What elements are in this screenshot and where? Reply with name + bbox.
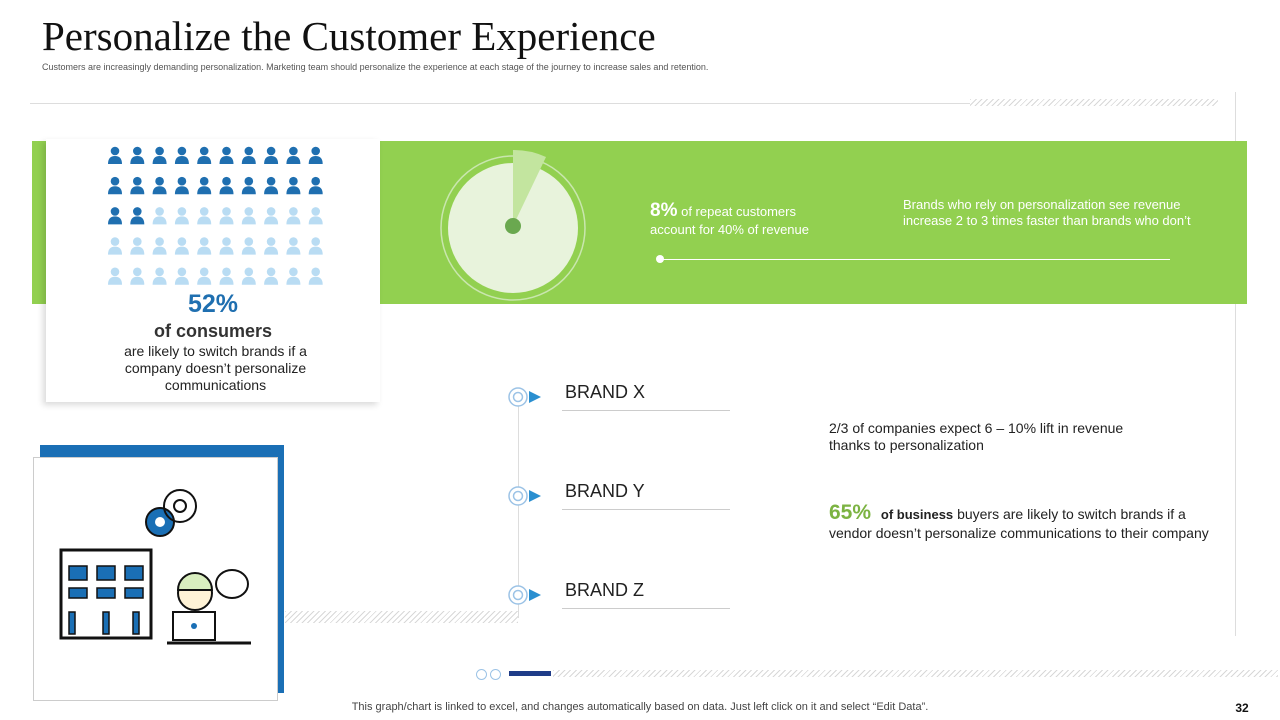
person-icon [241, 207, 256, 225]
person-icon [308, 207, 323, 225]
person-icon [264, 176, 279, 195]
person-icon [197, 267, 212, 285]
brand-hatch [285, 611, 518, 623]
consumer-stat: 52% [187, 290, 239, 318]
person-icon [174, 267, 189, 285]
person-icon [308, 237, 323, 255]
business-block: 65% of business buyers are likely to swi… [829, 501, 1229, 543]
person-icon [108, 146, 122, 164]
person-icon [264, 146, 279, 164]
business-text: buyers are likely to switch brands if a … [829, 506, 1209, 541]
person-icon [308, 146, 323, 164]
person-icon [264, 267, 279, 285]
title: Personalize the Customer Experience [42, 13, 656, 59]
person-icon [152, 237, 167, 255]
person-icon [108, 237, 122, 255]
people-grid [108, 146, 323, 285]
person-icon [241, 176, 256, 195]
brand-row: BRAND Z [505, 580, 735, 612]
person-icon [219, 267, 234, 285]
person-icon [286, 146, 301, 164]
person-icon [197, 207, 212, 225]
pie-slice [513, 149, 546, 226]
person-icon [219, 176, 234, 195]
person-icon [286, 237, 301, 255]
person-icon [197, 237, 212, 255]
brand-underline [562, 509, 730, 510]
brand-marker [508, 585, 541, 605]
repeat-stat: 8% [650, 200, 678, 221]
person-icon [152, 207, 167, 225]
person-icon [130, 176, 145, 195]
person-icon [241, 146, 256, 164]
person-icon [152, 267, 167, 285]
consumer-text: are likely to switch brands if a company… [124, 343, 307, 393]
subtitle: Customers are increasingly demanding per… [42, 62, 709, 72]
brand-label: BRAND Y [565, 481, 645, 501]
brand-row: BRAND X [505, 382, 735, 414]
lift-note: 2/3 of companies expect 6 – 10% lift in … [829, 420, 1124, 453]
person-icon [108, 267, 122, 285]
person-icon [264, 207, 279, 225]
person-icon [108, 176, 122, 195]
brand-marker [508, 486, 541, 506]
pie-center [505, 218, 521, 234]
person-icon [130, 267, 145, 285]
office-icon [59, 489, 251, 645]
brand-label: BRAND Z [565, 580, 645, 600]
person-icon [286, 176, 301, 195]
repeat-block: 8% of repeat customers account for 40% o… [650, 200, 840, 239]
band-line [660, 259, 1170, 260]
progress-bar [509, 671, 551, 676]
repeat-text: of repeat customers account for 40% of r… [650, 204, 809, 237]
brand-label: BRAND X [565, 382, 646, 402]
page-number: 32 [1235, 701, 1249, 715]
progress-dot [476, 669, 487, 680]
person-icon [286, 207, 301, 225]
person-icon [130, 237, 145, 255]
person-icon [219, 237, 234, 255]
person-icon [152, 176, 167, 195]
progress-hatch [553, 670, 1278, 677]
person-icon [174, 237, 189, 255]
divider-hatch [970, 99, 1218, 106]
business-stat: 65% [829, 501, 872, 524]
person-icon [174, 176, 189, 195]
person-icon [130, 207, 145, 225]
person-icon [152, 146, 167, 164]
person-icon [241, 237, 256, 255]
person-icon [174, 146, 189, 164]
brand-connector [518, 396, 519, 618]
person-icon [197, 146, 212, 164]
consumer-headline: of consumers [153, 321, 273, 341]
divider [30, 103, 970, 104]
band-dot [656, 255, 664, 263]
person-icon [108, 207, 122, 225]
person-icon [241, 267, 256, 285]
person-icon [286, 267, 301, 285]
person-icon [264, 237, 279, 255]
brand-marker [508, 387, 541, 407]
vertical-rule [1235, 92, 1236, 636]
brand-row: BRAND Y [505, 481, 735, 513]
pie-graphic [440, 149, 586, 301]
brand-underline [562, 608, 730, 609]
person-icon [308, 267, 323, 285]
footer-note: This graph/chart is linked to excel, and… [351, 701, 929, 713]
business-bold: of business [880, 507, 954, 522]
brand-underline [562, 410, 730, 411]
person-icon [174, 207, 189, 225]
consumer-card [46, 139, 380, 402]
brands-note: Brands who rely on personalization see r… [903, 197, 1191, 228]
person-icon [130, 146, 145, 164]
person-icon [308, 176, 323, 195]
person-icon [219, 207, 234, 225]
person-icon [197, 176, 212, 195]
progress-dot [490, 669, 501, 680]
person-icon [219, 146, 234, 164]
